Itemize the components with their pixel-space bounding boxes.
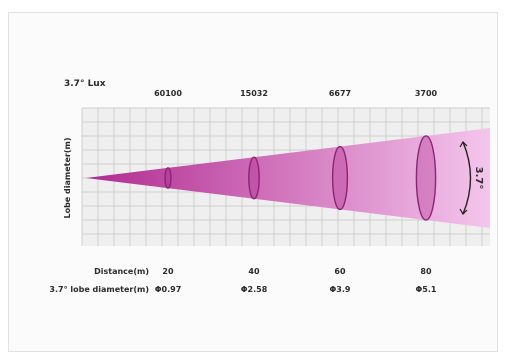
beam-angle-label: 3.7° xyxy=(473,167,484,190)
distance-value: 60 xyxy=(334,267,346,276)
angle-lux-heading: 3.7° Lux xyxy=(64,79,106,89)
beam-cone xyxy=(86,128,490,228)
side-axis-label: Lobe diameter(m) xyxy=(63,137,72,218)
diameter-row-label: 3.7° lobe diameter(m) xyxy=(49,285,149,294)
distance-row-label: Distance(m) xyxy=(94,267,149,276)
distance-value: 80 xyxy=(420,267,432,276)
diameter-value: Φ0.97 xyxy=(155,285,182,294)
lux-value: 60100 xyxy=(154,89,182,98)
distance-value: 40 xyxy=(248,267,260,276)
beam-ring xyxy=(164,167,172,189)
arc-arrow-bottom-icon xyxy=(459,208,468,215)
beam-ring xyxy=(331,145,349,211)
diameter-value: Φ5.1 xyxy=(416,285,437,294)
beam-ring xyxy=(248,156,260,200)
lux-values: 60100 15032 6677 3700 xyxy=(154,89,437,98)
distance-values: 20 40 60 80 xyxy=(162,267,432,276)
diameter-value: Φ3.9 xyxy=(330,285,351,294)
diameter-value: Φ2.58 xyxy=(241,285,268,294)
diameter-values: Φ0.97 Φ2.58 Φ3.9 Φ5.1 xyxy=(155,285,437,294)
lux-value: 15032 xyxy=(240,89,268,98)
beam-angle-arc xyxy=(462,141,472,215)
distance-value: 20 xyxy=(162,267,174,276)
lux-value: 6677 xyxy=(329,89,351,98)
beam-rings xyxy=(164,135,437,221)
arc-arrow-top-icon xyxy=(459,141,468,148)
lux-value: 3700 xyxy=(415,89,438,98)
beam-ring xyxy=(415,135,437,221)
